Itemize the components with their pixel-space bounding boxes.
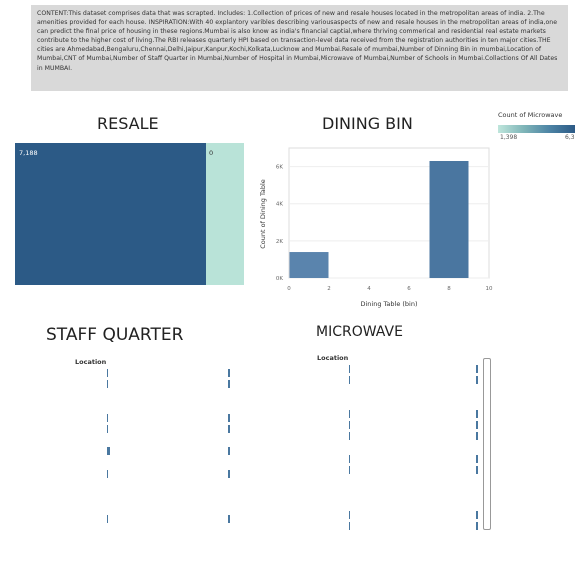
dining-x-tick-label: 6 — [407, 286, 411, 292]
microwave-bar[interactable] — [349, 432, 350, 441]
microwave-scrollbar[interactable] — [483, 358, 491, 530]
microwave-bar[interactable] — [349, 521, 350, 530]
staff-marker — [228, 469, 230, 478]
staff-bar[interactable] — [107, 469, 108, 478]
microwave-location-header: Location — [317, 354, 349, 362]
dining-y-tick-label: 0K — [276, 276, 283, 282]
microwave-marker — [476, 510, 478, 519]
legend-max-label: 6,3 — [565, 134, 575, 141]
dining-bar[interactable] — [429, 161, 469, 278]
resale-block-a-label: 7,188 — [19, 149, 38, 157]
staff-quarter-title: STAFF QUARTER — [46, 325, 184, 345]
microwave-marker — [476, 432, 478, 441]
dining-x-tick-label: 10 — [486, 286, 493, 292]
microwave-marker — [476, 465, 478, 474]
staff-marker — [228, 514, 230, 523]
dining-bar[interactable] — [289, 252, 329, 278]
microwave-bar[interactable] — [349, 365, 350, 373]
microwave-marker — [476, 376, 478, 385]
staff-bar[interactable] — [107, 369, 108, 377]
resale-block-b[interactable]: 0 — [206, 143, 244, 285]
legend-min-label: 1,398 — [500, 134, 518, 141]
resale-title: RESALE — [97, 114, 159, 133]
dining-y-tick-label: 4K — [276, 202, 283, 208]
dining-y-axis-label: Count of Dining Table — [259, 179, 267, 249]
staff-location-header: Location — [75, 358, 107, 366]
dining-x-tick-label: 0 — [287, 286, 291, 292]
staff-bar[interactable] — [107, 447, 110, 456]
microwave-bar[interactable] — [349, 465, 350, 474]
staff-bar[interactable] — [107, 380, 108, 389]
microwave-bar[interactable] — [349, 421, 350, 429]
microwave-title: MICROWAVE — [316, 324, 403, 340]
dining-y-tick-label: 6K — [276, 165, 283, 171]
staff-bar[interactable] — [107, 413, 108, 422]
microwave-bar[interactable] — [349, 409, 350, 418]
resale-block-a[interactable]: 7,188 — [15, 143, 206, 285]
microwave-marker — [476, 409, 478, 418]
microwave-marker — [476, 365, 478, 373]
resale-block-b-label: 0 — [209, 149, 214, 157]
dining-x-axis-label: Dining Table (bin) — [360, 300, 417, 308]
staff-marker — [228, 447, 230, 456]
staff-marker — [228, 369, 230, 377]
staff-bar[interactable] — [107, 425, 108, 433]
staff-marker — [228, 380, 230, 389]
staff-marker — [228, 425, 230, 433]
dining-x-tick-label: 8 — [447, 286, 451, 292]
microwave-bar[interactable] — [349, 510, 350, 519]
content-description: CONTENT:This dataset comprises data that… — [31, 5, 568, 91]
dining-title: DINING BIN — [322, 114, 413, 133]
microwave-marker — [476, 421, 478, 429]
dining-x-tick-label: 4 — [367, 286, 371, 292]
dining-x-tick-label: 2 — [327, 286, 331, 292]
staff-marker — [228, 413, 230, 422]
microwave-bar[interactable] — [349, 376, 350, 385]
legend-color-ramp — [498, 125, 575, 133]
dining-y-tick-label: 2K — [276, 239, 283, 245]
staff-bar[interactable] — [107, 514, 108, 523]
microwave-bar[interactable] — [349, 454, 350, 463]
microwave-marker — [476, 454, 478, 463]
legend-title: Count of Microwave — [498, 111, 563, 119]
dining-bin-chart: 6K 4K 2K 0K 0 2 4 6 8 10 Dining Table (bin) Coun… — [259, 147, 493, 308]
microwave-marker — [476, 521, 478, 530]
